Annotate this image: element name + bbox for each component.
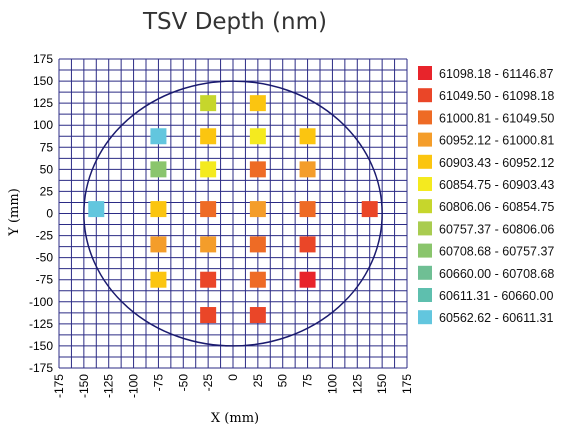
legend-swatch xyxy=(418,177,432,191)
data-point xyxy=(200,201,217,218)
x-tick-label: -50 xyxy=(176,374,190,392)
y-tick-label: 0 xyxy=(46,207,53,221)
x-tick-label: -75 xyxy=(151,374,165,392)
y-tick-label: 100 xyxy=(33,118,53,132)
y-tick-label: -100 xyxy=(29,295,53,309)
x-tick-label: 75 xyxy=(301,374,315,388)
data-point xyxy=(200,307,217,324)
data-point xyxy=(150,201,167,218)
legend-swatch xyxy=(418,88,432,103)
y-tick-label: 175 xyxy=(33,52,53,66)
legend-swatch xyxy=(418,243,432,258)
x-tick-label: -25 xyxy=(201,374,215,392)
data-point xyxy=(200,271,217,288)
legend-swatch xyxy=(418,288,432,302)
legend-label: 60757.37 - 60806.06 xyxy=(439,222,554,236)
y-tick-label: 50 xyxy=(40,162,54,176)
data-point xyxy=(361,201,378,218)
tick-labels: 175 150 125 100 75 50 25 0 -25 -50 -75 -100 -125 -150… xyxy=(29,52,414,398)
legend-label: 60562.62 - 60611.31 xyxy=(439,311,554,325)
x-tick-label: 125 xyxy=(350,374,364,394)
x-tick-label: 25 xyxy=(251,374,265,388)
x-tick-label: 100 xyxy=(325,374,339,394)
data-point xyxy=(299,161,316,178)
y-axis-label: Y (mm) xyxy=(7,188,22,237)
data-point xyxy=(299,201,316,218)
y-tick-label: 25 xyxy=(40,184,54,198)
legend-swatch xyxy=(418,310,432,325)
legend-label: 60806.06 - 60854.75 xyxy=(439,200,554,214)
data-point xyxy=(299,271,316,288)
data-point xyxy=(150,161,167,178)
data-points xyxy=(88,95,378,324)
legend: 61098.18 - 61146.87 61049.50 - 61098.18 61… xyxy=(418,66,554,325)
data-point xyxy=(299,128,316,145)
x-axis-label: X (mm) xyxy=(211,411,259,426)
x-tick-label: 150 xyxy=(375,374,389,394)
data-point xyxy=(249,128,266,145)
y-tick-label: -50 xyxy=(36,251,54,265)
wafer-outline xyxy=(83,80,383,347)
legend-swatch xyxy=(418,66,432,80)
x-tick-label: -100 xyxy=(127,374,141,398)
legend-swatch xyxy=(418,110,432,125)
legend-swatch xyxy=(418,221,432,236)
legend-label: 60611.31 - 60660.00 xyxy=(439,289,554,303)
wafer-circle xyxy=(83,80,383,347)
x-tick-label: 50 xyxy=(276,374,290,388)
legend-label: 61000.81 - 61049.50 xyxy=(439,111,554,125)
x-tick-label: -125 xyxy=(102,374,116,398)
legend-swatch xyxy=(418,199,432,214)
data-point xyxy=(249,161,266,178)
data-point xyxy=(88,201,105,218)
data-point xyxy=(249,271,266,288)
data-point xyxy=(200,128,217,145)
y-tick-label: -25 xyxy=(36,229,54,243)
legend-label: 60708.68 - 60757.37 xyxy=(439,245,554,259)
legend-swatch xyxy=(418,154,432,169)
legend-label: 61049.50 - 61098.18 xyxy=(439,89,554,103)
y-tick-label: -125 xyxy=(29,317,53,331)
legend-swatch xyxy=(418,265,432,280)
legend-label: 60854.75 - 60903.43 xyxy=(439,178,554,192)
x-tick-label: 0 xyxy=(226,374,240,381)
data-point xyxy=(249,307,266,324)
chart-title: TSV Depth (nm) xyxy=(142,9,327,35)
data-point xyxy=(200,95,217,112)
legend-label: 60952.12 - 61000.81 xyxy=(439,134,554,148)
y-tick-label: 125 xyxy=(33,96,53,110)
data-point xyxy=(150,271,167,288)
y-tick-label: 150 xyxy=(33,74,53,88)
x-tick-label: -175 xyxy=(52,374,66,398)
y-tick-label: 75 xyxy=(40,140,54,154)
data-point xyxy=(249,201,266,218)
data-point xyxy=(150,236,167,253)
legend-label: 60660.00 - 60708.68 xyxy=(439,267,554,281)
legend-label: 61098.18 - 61146.87 xyxy=(439,67,554,81)
data-point xyxy=(200,161,217,178)
y-tick-label: -150 xyxy=(29,339,53,353)
data-point xyxy=(200,236,217,253)
grid xyxy=(58,58,408,369)
data-point xyxy=(150,128,167,145)
y-tick-label: -175 xyxy=(29,361,53,375)
data-point xyxy=(249,95,266,112)
data-point xyxy=(299,236,316,253)
y-tick-label: -75 xyxy=(36,273,54,287)
legend-swatch xyxy=(418,132,432,147)
x-tick-label: -150 xyxy=(77,374,91,398)
x-tick-label: 175 xyxy=(400,374,414,394)
legend-label: 60903.43 - 60952.12 xyxy=(439,156,554,170)
data-point xyxy=(249,236,266,253)
